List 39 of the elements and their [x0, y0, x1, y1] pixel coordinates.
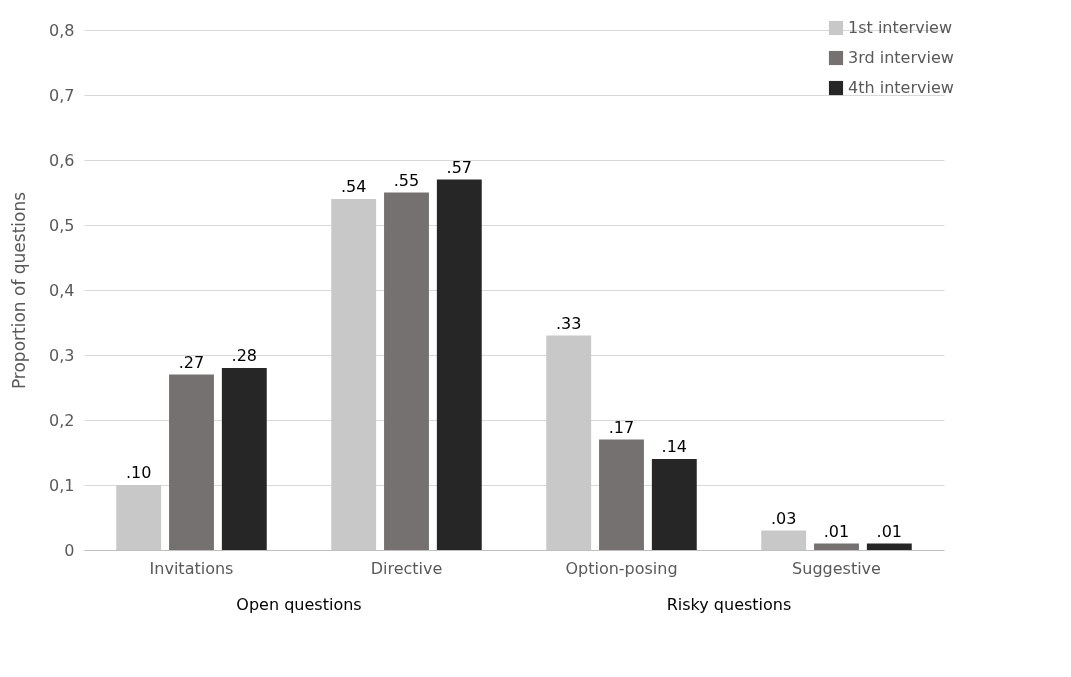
- x-tick-label: Invitations: [149, 558, 234, 578]
- x-tick-label: Suggestive: [792, 558, 881, 578]
- y-tick-label: 0,7: [49, 85, 75, 105]
- data-label: .55: [393, 170, 420, 190]
- legend-label: 1st interview: [848, 18, 952, 37]
- bar: [651, 459, 697, 550]
- data-label: .28: [231, 346, 258, 365]
- data-label: .03: [770, 508, 797, 528]
- y-axis-title: Proportion of questions: [9, 191, 30, 390]
- y-tick-label: 0,4: [49, 280, 75, 300]
- bar: [169, 374, 214, 550]
- data-label: .01: [823, 521, 850, 541]
- bar: [384, 192, 429, 550]
- bar: [599, 439, 644, 550]
- data-label: .17: [608, 417, 635, 437]
- legend-label: 3rd interview: [848, 48, 954, 67]
- data-label: .54: [340, 177, 367, 196]
- legend-label: 4th interview: [848, 78, 954, 97]
- y-tick-label: 0,1: [49, 475, 75, 495]
- text: Open questions: [236, 595, 362, 614]
- bar: [814, 543, 859, 550]
- y-tick-label: 0,6: [49, 150, 75, 170]
- data-label: .33: [555, 313, 582, 333]
- data-label: .14: [661, 437, 688, 456]
- y-tick-label: 0,8: [49, 20, 75, 40]
- x-tick-label: Directive: [370, 558, 443, 578]
- bar: [436, 179, 482, 550]
- data-label: .27: [178, 352, 205, 372]
- y-tick-label: 0: [64, 540, 75, 560]
- x-tick-label: Option-posing: [565, 558, 678, 578]
- data-label: .10: [125, 463, 152, 482]
- y-tick-label: 0,5: [49, 215, 75, 235]
- bar: [221, 368, 267, 550]
- y-tick-label: 0,2: [49, 410, 75, 430]
- data-label: .01: [876, 521, 903, 541]
- y-tick-label: 0,3: [49, 345, 75, 365]
- text: Risky questions: [666, 595, 792, 614]
- data-label: .57: [446, 157, 473, 177]
- bar: [866, 543, 912, 550]
